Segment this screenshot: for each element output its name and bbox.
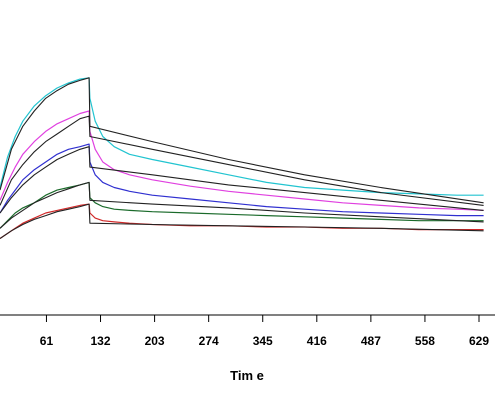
x-tick-label: 61 xyxy=(40,334,54,348)
series-line-4 xyxy=(0,181,484,229)
x-tick-label: 132 xyxy=(91,334,111,348)
series-line-9 xyxy=(0,181,484,229)
series-line-2 xyxy=(0,110,484,211)
x-tick-label: 558 xyxy=(415,334,435,348)
series-layer xyxy=(0,77,484,239)
series-line-7 xyxy=(0,115,484,206)
x-tick-label: 629 xyxy=(469,334,489,348)
x-axis-ticks: 61 132 203 274 345 416 487 558 629 xyxy=(40,315,489,348)
x-tick-label: 274 xyxy=(199,334,219,348)
series-line-5 xyxy=(0,203,484,239)
series-line-8 xyxy=(0,146,484,214)
series-line-3 xyxy=(0,143,484,217)
x-axis-title: Tim e xyxy=(230,368,264,383)
x-tick-label: 345 xyxy=(253,334,273,348)
series-line-10 xyxy=(0,203,484,239)
x-tick-label: 487 xyxy=(361,334,381,348)
series-line-1 xyxy=(0,77,484,196)
series-line-6 xyxy=(0,77,484,204)
x-tick-label: 416 xyxy=(307,334,327,348)
x-tick-label: 203 xyxy=(145,334,165,348)
